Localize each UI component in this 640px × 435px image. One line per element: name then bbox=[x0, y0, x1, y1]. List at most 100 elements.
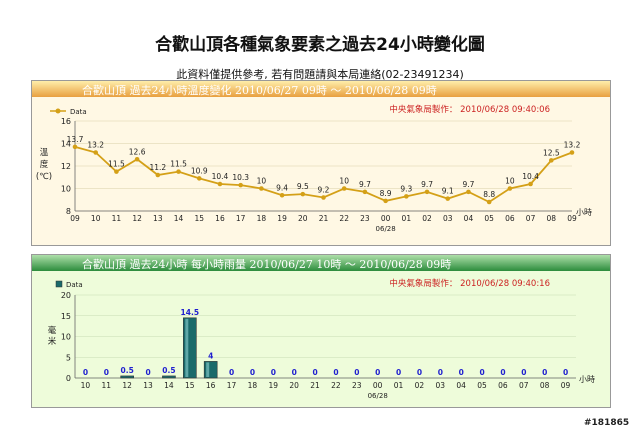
rainfall-chart-header: 合歡山頂 過去24小時 每小時雨量 2010/06/27 10時 ～ 2010/… bbox=[32, 255, 610, 271]
x-tick-label: 00 bbox=[373, 381, 383, 390]
x-tick-label: 08 bbox=[547, 214, 557, 223]
x-tick-label: 21 bbox=[319, 214, 329, 223]
temperature-value-label: 9.7 bbox=[421, 180, 433, 189]
x-tick-label: 01 bbox=[402, 214, 412, 223]
temperature-chart-header: 合歡山頂 過去24小時溫度變化 2010/06/27 09時 ～ 2010/06… bbox=[32, 81, 610, 97]
y-axis-label-part: (℃) bbox=[36, 172, 52, 182]
rainfall-value-label: 0 bbox=[479, 368, 484, 377]
rainfall-value-label: 0 bbox=[417, 368, 422, 377]
temperature-point bbox=[196, 176, 202, 181]
x-tick-label: 02 bbox=[422, 214, 432, 223]
x-tick-label: 07 bbox=[519, 381, 529, 390]
temperature-value-label: 13.2 bbox=[564, 141, 581, 150]
temperature-value-label: 11.5 bbox=[170, 160, 187, 169]
legend-label: Data bbox=[70, 108, 87, 116]
y-tick-label: 8 bbox=[66, 207, 71, 216]
y-axis-label-part: 溫 bbox=[40, 148, 49, 158]
rainfall-chart-title: 合歡山頂 過去24小時 每小時雨量 2010/06/27 10時 ～ 2010/… bbox=[82, 258, 452, 271]
temperature-value-label: 9.5 bbox=[297, 182, 309, 191]
rainfall-value-label: 0 bbox=[83, 368, 88, 377]
image-watermark: #181865 bbox=[584, 418, 630, 428]
date-label: 06/28 bbox=[376, 225, 396, 233]
y-axis-label-part: 米 bbox=[48, 336, 57, 347]
x-tick-label: 12 bbox=[132, 214, 142, 223]
temperature-point bbox=[93, 150, 99, 155]
rainfall-value-label: 0 bbox=[542, 368, 547, 377]
x-tick-label: 01 bbox=[394, 381, 404, 390]
rainfall-value-label: 0 bbox=[312, 368, 317, 377]
rainfall-value-label: 0 bbox=[333, 368, 338, 377]
rainfall-value-label: 0 bbox=[271, 368, 276, 377]
temperature-point bbox=[507, 186, 513, 191]
rainfall-bar-highlight bbox=[206, 362, 210, 377]
temperature-point bbox=[362, 189, 368, 195]
temperature-value-label: 10.9 bbox=[191, 166, 208, 175]
page-title: 合歡山頂各種氣象要素之過去24小時變化圖 bbox=[155, 35, 485, 55]
temperature-chart-credit: 中央氣象局製作： 2010/06/28 09:40:06 bbox=[389, 105, 550, 115]
y-tick-label: 10 bbox=[61, 185, 71, 194]
x-tick-label: 23 bbox=[352, 381, 362, 390]
temperature-chart-body: 中央氣象局製作： 2010/06/28 09:40:06 Data 8 10 12 14… bbox=[32, 97, 610, 245]
temperature-point bbox=[486, 199, 492, 205]
temperature-value-label: 10.4 bbox=[522, 172, 539, 181]
temperature-value-label: 13.7 bbox=[67, 135, 84, 144]
rainfall-chart-credit: 中央氣象局製作： 2010/06/28 09:40:16 bbox=[389, 279, 550, 289]
temperature-point bbox=[155, 172, 161, 178]
temperature-value-label: 12.5 bbox=[543, 148, 560, 157]
temperature-value-label: 8.8 bbox=[483, 190, 495, 199]
x-tick-label: 11 bbox=[102, 381, 112, 390]
rainfall-value-label: 0 bbox=[375, 368, 380, 377]
x-tick-label: 18 bbox=[257, 214, 267, 223]
temperature-value-label: 10.4 bbox=[212, 172, 229, 181]
x-axis-label: 小時 bbox=[576, 208, 592, 217]
temperature-point bbox=[279, 192, 285, 198]
x-tick-label: 05 bbox=[484, 214, 494, 223]
temperature-line-chart: Data 8 10 12 14 16 溫度 (℃) 09 10 11 12 13 14 15 16 17 18 19… bbox=[36, 108, 592, 233]
x-tick-label: 11 bbox=[112, 214, 122, 223]
rainfall-value-label: 0.5 bbox=[162, 366, 175, 375]
x-tick-label: 05 bbox=[477, 381, 487, 390]
x-tick-label: 21 bbox=[310, 381, 320, 390]
temperature-value-label: 9.1 bbox=[442, 187, 454, 196]
rainfall-value-label: 14.5 bbox=[181, 308, 200, 317]
y-tick-label: 15 bbox=[61, 312, 71, 321]
x-tick-label: 03 bbox=[443, 214, 453, 223]
x-tick-label: 14 bbox=[174, 214, 184, 223]
temperature-point bbox=[548, 158, 554, 163]
temperature-point bbox=[569, 150, 575, 155]
y-tick-label: 20 bbox=[61, 291, 71, 300]
x-tick-label: 15 bbox=[194, 214, 204, 223]
y-tick-label: 12 bbox=[61, 162, 71, 171]
y-tick-label: 5 bbox=[66, 353, 71, 362]
temperature-value-label: 9.7 bbox=[359, 180, 371, 189]
x-axis-label: 小時 bbox=[579, 375, 595, 384]
temperature-value-label: 9.2 bbox=[318, 186, 330, 195]
temperature-point bbox=[445, 196, 451, 201]
rainfall-value-label: 0 bbox=[500, 368, 505, 377]
rainfall-value-label: 0 bbox=[229, 368, 234, 377]
x-tick-label: 09 bbox=[70, 214, 80, 223]
temperature-value-label: 9.4 bbox=[276, 183, 288, 192]
x-tick-label: 10 bbox=[91, 214, 101, 223]
date-label: 06/28 bbox=[368, 392, 388, 400]
x-tick-label: 20 bbox=[289, 381, 299, 390]
y-tick-label: 14 bbox=[61, 140, 71, 149]
temperature-value-label: 10 bbox=[339, 177, 349, 186]
temperature-point bbox=[176, 169, 181, 174]
temperature-point bbox=[528, 181, 533, 187]
y-tick-label: 0 bbox=[66, 374, 71, 383]
temperature-value-label: 9.7 bbox=[462, 180, 474, 189]
x-tick-label: 08 bbox=[540, 381, 550, 390]
temperature-point bbox=[217, 181, 223, 187]
rainfall-bar bbox=[203, 361, 218, 379]
temperature-point bbox=[72, 144, 78, 150]
x-tick-label: 10 bbox=[81, 381, 91, 390]
x-tick-label: 13 bbox=[143, 381, 153, 390]
temperature-value-label: 12.6 bbox=[129, 147, 146, 156]
x-tick-label: 23 bbox=[360, 214, 370, 223]
rainfall-value-label: 0 bbox=[354, 368, 359, 377]
rainfall-bar bbox=[162, 375, 176, 379]
x-tick-label: 13 bbox=[153, 214, 163, 223]
rainfall-value-label: 0 bbox=[250, 368, 255, 377]
rainfall-chart-panel: 合歡山頂 過去24小時 每小時雨量 2010/06/27 10時 ～ 2010/… bbox=[31, 254, 611, 408]
